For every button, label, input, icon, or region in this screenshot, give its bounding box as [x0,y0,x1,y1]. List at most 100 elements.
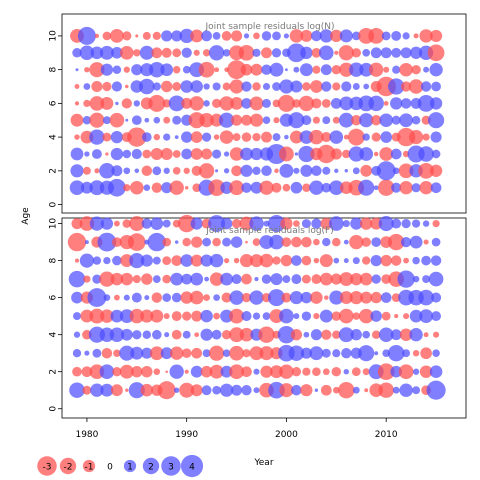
residual-bubble [342,220,350,228]
residual-bubble [338,308,354,324]
residual-bubble [362,133,370,141]
residual-bubble [180,254,193,267]
residual-bubble [160,347,173,360]
residual-bubble [161,80,173,93]
residual-bubble [241,311,252,322]
residual-bubble [262,82,271,91]
residual-bubble [91,80,103,93]
residual-bubble [329,290,344,305]
residual-bubble [105,152,109,156]
residual-bubble [97,232,117,252]
residual-bubble [250,181,263,194]
residual-bubble [231,114,243,126]
residual-bubble [371,132,381,142]
residual-bubble [332,116,340,124]
residual-bubble [201,385,212,396]
residual-bubble [204,276,209,282]
residual-bubble [371,330,381,339]
y-tick-label: 0 [49,406,59,412]
residual-bubble [250,63,263,76]
residual-bubble [238,44,255,61]
residual-bubble [430,131,442,143]
residual-bubble [161,47,172,58]
residual-bubble [370,310,382,322]
residual-bubble [141,218,152,229]
residual-bubble [370,217,383,230]
residual-bubble [412,368,420,375]
residual-bubble [271,48,282,58]
residual-bubble [313,257,320,264]
residual-bubble [352,257,360,265]
residual-bubble [261,47,272,59]
residual-bubble [349,62,364,77]
residual-bubble [279,79,294,94]
residual-bubble [329,130,344,144]
residual-bubble [212,237,221,247]
residual-bubble [418,146,434,162]
residual-bubble [283,33,289,39]
residual-bubble [249,346,264,361]
residual-bubble [77,26,96,45]
residual-bubble [423,239,429,245]
residual-bubble [293,220,300,227]
residual-bubble [74,258,80,263]
residual-bubble [422,220,430,227]
legend-label: -3 [43,463,52,473]
residual-bubble [368,95,384,112]
residual-bubble [338,381,355,399]
panel-logN-frame [61,13,467,214]
residual-bubble [75,68,79,72]
residual-bubble [253,387,260,394]
residual-bubble [418,162,434,179]
residual-bubble [347,128,365,146]
residual-bubble [352,167,360,175]
residual-bubble [252,238,261,246]
residual-bubble [119,309,134,324]
residual-bubble [302,367,311,376]
residual-bubble [73,331,81,338]
residual-bubble [419,29,433,43]
residual-bubble [376,161,396,181]
residual-bubble [351,367,361,377]
residual-bubble [419,309,433,323]
residual-bubble [241,292,252,303]
residual-bubble [139,45,154,60]
residual-bubble [152,256,161,265]
residual-bubble [341,348,352,359]
residual-bubble [178,214,196,233]
residual-bubble [112,65,122,74]
residual-bubble [300,164,313,177]
residual-bubble [112,367,122,377]
residual-bubble [72,349,82,358]
residual-bubble [429,63,443,77]
residual-bubble [140,254,153,267]
residual-bubble [272,82,281,91]
legend-label: -2 [64,463,73,473]
residual-bubble [163,167,170,174]
residual-bubble [431,81,441,92]
residual-bubble [151,182,162,193]
residual-bubble [319,29,333,43]
residual-bubble [239,254,254,268]
residual-bubble [100,309,114,323]
residual-bubble [103,256,111,265]
residual-bubble [214,67,220,73]
residual-bubble [383,101,389,106]
residual-bubble [120,272,134,286]
residual-bubble [294,152,299,156]
residual-bubble [371,274,381,284]
residual-bubble [301,255,312,266]
residual-bubble [334,168,339,173]
legend-bubble [142,457,160,475]
residual-bubble [390,365,403,378]
residual-bubble [111,46,123,59]
residual-bubble [140,383,154,397]
residual-bubble [92,274,102,284]
residual-bubble [168,95,185,112]
residual-bubble [270,273,283,286]
residual-bubble [148,94,166,112]
residual-bubble [411,183,421,193]
residual-bubble [322,237,331,247]
residual-bubble [333,257,340,264]
residual-bubble [350,329,362,341]
